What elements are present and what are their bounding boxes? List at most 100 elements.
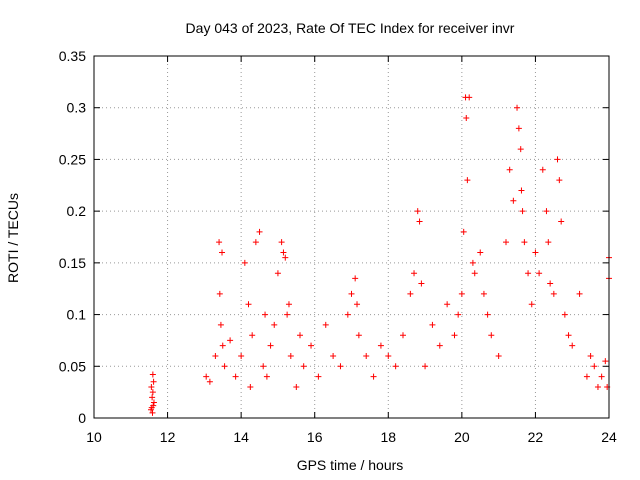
data-point xyxy=(471,270,478,277)
y-tick-label: 0.2 xyxy=(67,203,87,219)
data-point xyxy=(495,352,502,359)
data-point xyxy=(315,373,322,380)
data-point xyxy=(221,363,228,370)
data-point xyxy=(149,371,156,378)
data-point xyxy=(422,363,429,370)
data-point xyxy=(150,402,157,409)
data-point xyxy=(297,332,303,339)
data-point xyxy=(463,115,470,122)
data-point xyxy=(149,389,156,396)
data-point xyxy=(455,311,462,318)
data-point xyxy=(460,228,467,235)
data-point xyxy=(400,332,406,339)
data-point xyxy=(558,218,565,225)
data-point xyxy=(556,177,563,184)
data-point xyxy=(282,254,289,261)
data-point xyxy=(150,378,157,385)
y-tick-label: 0.25 xyxy=(59,151,86,167)
data-point xyxy=(392,363,399,370)
data-point xyxy=(521,239,528,246)
data-point xyxy=(252,239,259,246)
x-tick-label: 14 xyxy=(233,429,249,445)
data-point xyxy=(149,409,156,416)
data-point xyxy=(488,332,495,339)
data-point xyxy=(354,301,361,308)
data-point xyxy=(561,311,568,318)
data-point xyxy=(322,321,329,328)
x-axis-label: GPS time / hours xyxy=(297,457,404,473)
y-tick-label: 0.35 xyxy=(59,48,86,64)
data-point xyxy=(480,290,487,297)
data-point xyxy=(477,249,484,256)
data-point xyxy=(238,352,245,359)
data-point xyxy=(591,363,598,370)
y-tick-label: 0 xyxy=(78,410,86,426)
data-point xyxy=(150,399,157,406)
x-tick-label: 18 xyxy=(380,429,396,445)
data-point xyxy=(583,373,590,380)
grid-lines xyxy=(94,56,609,418)
data-point xyxy=(352,275,359,282)
data-point xyxy=(308,342,315,349)
data-point xyxy=(569,342,576,349)
data-point xyxy=(247,383,254,390)
data-point xyxy=(249,332,256,339)
data-point xyxy=(451,332,458,339)
data-point xyxy=(519,208,526,215)
plot-frame xyxy=(93,55,610,419)
data-point xyxy=(363,352,370,359)
data-point xyxy=(219,249,226,256)
data-point xyxy=(565,332,572,339)
data-point xyxy=(407,290,414,297)
data-point xyxy=(203,373,210,380)
x-tick-label: 20 xyxy=(454,429,470,445)
data-point xyxy=(278,239,285,246)
data-point xyxy=(280,249,287,256)
data-point xyxy=(545,239,552,246)
data-point xyxy=(216,239,223,246)
data-point xyxy=(598,373,605,380)
data-point xyxy=(355,332,362,339)
x-tick-label: 10 xyxy=(86,429,102,445)
data-point xyxy=(518,187,525,194)
data-point xyxy=(227,337,234,344)
data-point xyxy=(429,321,436,328)
y-tick-label: 0.1 xyxy=(67,307,87,323)
chart-title: Day 043 of 2023, Rate Of TEC Index for r… xyxy=(186,20,515,36)
data-point xyxy=(385,352,392,359)
x-axis-ticks: 10 12 14 16 18 20 22 24 xyxy=(86,56,617,445)
data-point xyxy=(149,394,156,401)
data-point xyxy=(256,228,263,235)
y-axis-ticks: 0 0.05 0.1 0.15 0.2 0.25 0.3 0.35 xyxy=(59,48,609,426)
data-point xyxy=(436,342,443,349)
data-point xyxy=(287,352,294,359)
data-point xyxy=(458,290,465,297)
data-point xyxy=(543,208,550,215)
data-point xyxy=(232,373,239,380)
x-tick-label: 24 xyxy=(601,429,617,445)
data-point xyxy=(464,177,471,184)
data-point xyxy=(260,363,267,370)
data-point xyxy=(274,270,281,277)
data-point xyxy=(245,301,252,308)
y-tick-label: 0.05 xyxy=(59,358,86,374)
data-point xyxy=(217,321,224,328)
data-point xyxy=(506,166,513,173)
y-axis-label: ROTI / TECUs xyxy=(5,193,21,283)
data-point xyxy=(587,352,594,359)
data-point xyxy=(466,94,473,101)
data-point xyxy=(554,156,561,163)
x-tick-label: 22 xyxy=(528,429,544,445)
data-point xyxy=(550,290,557,297)
data-point xyxy=(284,311,291,318)
data-point xyxy=(539,166,546,173)
data-point xyxy=(212,352,219,359)
data-point xyxy=(514,104,521,111)
data-point xyxy=(285,301,292,308)
data-point xyxy=(517,146,524,153)
data-point xyxy=(219,342,226,349)
data-point xyxy=(148,383,155,390)
data-point xyxy=(262,311,269,318)
data-point xyxy=(267,342,274,349)
